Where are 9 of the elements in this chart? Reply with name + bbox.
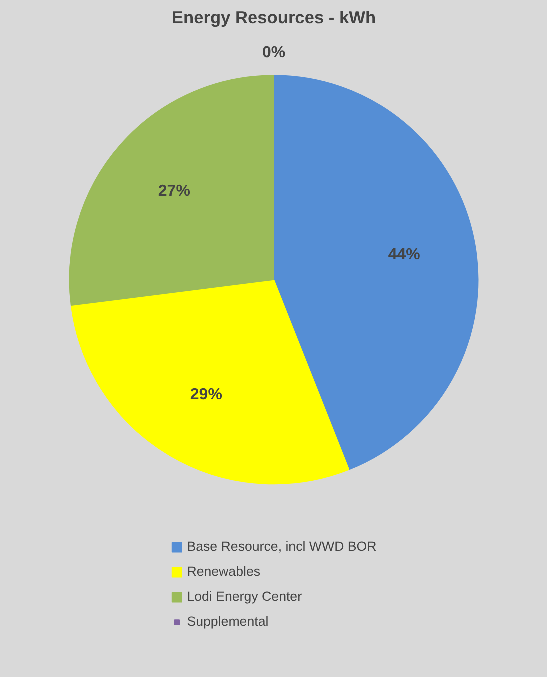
legend-label: Lodi Energy Center xyxy=(187,589,302,604)
text: 0% xyxy=(262,44,286,62)
legend-label: Renewables xyxy=(187,564,261,579)
chart-title: Energy Resources - kWh xyxy=(172,8,376,28)
legend-label: Supplemental xyxy=(187,614,269,629)
data-label: 44% xyxy=(388,246,420,264)
data-label: 29% xyxy=(190,386,222,404)
data-label: 27% xyxy=(158,182,190,200)
legend-label: Base Resource, incl WWD BOR xyxy=(187,539,377,554)
